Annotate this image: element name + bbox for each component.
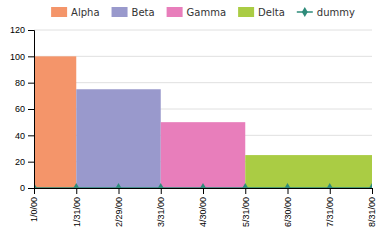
- x-tick-label: 7/31/00: [325, 197, 335, 227]
- x-tick: 4/30/00: [198, 188, 208, 227]
- x-tick: 1/31/00: [72, 188, 82, 227]
- marker: [158, 183, 164, 188]
- y-tick-mark: [28, 188, 34, 189]
- y-tick-mark: [28, 162, 34, 163]
- x-axis: 1/0/00 1/31/00 2/29/00 3/31/00 4/30/00 5/31/0…: [29, 188, 377, 227]
- legend-marker: [302, 7, 308, 17]
- x-tick-label: 5/31/00: [241, 197, 251, 227]
- y-tick-label: 20: [15, 157, 25, 167]
- y-tick: 100: [10, 52, 34, 62]
- x-tick: 6/30/00: [283, 188, 293, 227]
- marker: [116, 183, 122, 188]
- x-tick-mark: [161, 188, 162, 194]
- y-tick-label: 0: [20, 183, 25, 193]
- legend-label: Delta: [258, 7, 285, 18]
- legend-label: Alpha: [71, 7, 99, 18]
- x-tick-mark: [288, 188, 289, 194]
- x-tick: 3/31/00: [156, 188, 166, 227]
- grid: [34, 30, 372, 188]
- marker: [285, 183, 291, 188]
- y-axis-line: [28, 31, 35, 189]
- x-tick-label: 2/29/00: [114, 197, 124, 227]
- legend-swatch: [51, 7, 67, 17]
- x-tick: 8/31/00: [367, 188, 377, 227]
- bar: [245, 155, 372, 188]
- legend-label: Gamma: [187, 7, 227, 18]
- x-tick-label: 3/31/00: [156, 197, 166, 227]
- x-tick-mark: [119, 188, 120, 194]
- x-tick-label: 4/30/00: [198, 197, 208, 227]
- grid-line: [34, 30, 372, 31]
- marker: [200, 183, 206, 188]
- y-tick-label: 40: [15, 131, 25, 141]
- y-tick-label: 80: [15, 78, 25, 88]
- legend-item: Delta: [238, 7, 285, 18]
- legend-item: Gamma: [167, 7, 227, 18]
- y-tick: 40: [15, 131, 34, 141]
- y-tick-mark: [28, 135, 34, 136]
- y-tick-mark: [28, 83, 34, 84]
- x-tick-mark: [76, 188, 77, 194]
- y-tick-label: 100: [10, 52, 25, 62]
- legend-item: Alpha: [51, 7, 99, 18]
- bar: [34, 56, 76, 188]
- bar: [76, 89, 161, 188]
- marker: [327, 183, 333, 188]
- y-tick-label: 120: [10, 25, 25, 35]
- marks: [34, 56, 372, 188]
- marker: [369, 183, 372, 188]
- y-tick-mark: [28, 109, 34, 110]
- x-tick-mark: [330, 188, 331, 194]
- y-tick: 20: [15, 157, 34, 167]
- x-tick: 1/0/00: [29, 188, 39, 222]
- y-tick: 80: [15, 78, 34, 88]
- x-tick-mark: [245, 188, 246, 194]
- y-tick-label: 60: [15, 104, 25, 114]
- legend-swatch: [112, 7, 128, 17]
- x-tick-label: 1/31/00: [72, 197, 82, 227]
- legend-item: Beta: [112, 7, 155, 18]
- y-tick-mark: [28, 30, 34, 31]
- y-axis: 0 20 40 60 80 100 120: [10, 25, 35, 193]
- grid-line: [34, 82, 372, 83]
- legend-item: dummy: [297, 7, 355, 18]
- grid-line: [34, 56, 372, 57]
- marker: [73, 183, 79, 188]
- legend-label: Beta: [132, 7, 155, 18]
- x-axis-line: [35, 189, 373, 195]
- bar: [161, 122, 246, 188]
- y-tick-mark: [28, 56, 34, 57]
- y-tick: 60: [15, 104, 34, 114]
- x-tick: 7/31/00: [325, 188, 335, 227]
- marker: [242, 183, 248, 188]
- legend: Alpha Beta Gamma Delta dummy: [51, 7, 355, 18]
- x-tick-mark: [372, 188, 373, 194]
- y-tick: 120: [10, 25, 34, 35]
- x-tick-label: 6/30/00: [283, 197, 293, 227]
- x-tick: 5/31/00: [241, 188, 251, 227]
- y-tick: 0: [20, 183, 34, 193]
- x-tick-label: 8/31/00: [367, 197, 377, 227]
- legend-label: dummy: [317, 7, 355, 18]
- legend-swatch: [238, 7, 254, 17]
- legend-swatch: [167, 7, 183, 17]
- x-tick-label: 1/0/00: [29, 197, 39, 222]
- x-tick: 2/29/00: [114, 188, 124, 227]
- x-tick-mark: [203, 188, 204, 194]
- chart: 1/0/00 1/31/00 2/29/00 3/31/00 4/30/00 5/31/0…: [0, 0, 384, 238]
